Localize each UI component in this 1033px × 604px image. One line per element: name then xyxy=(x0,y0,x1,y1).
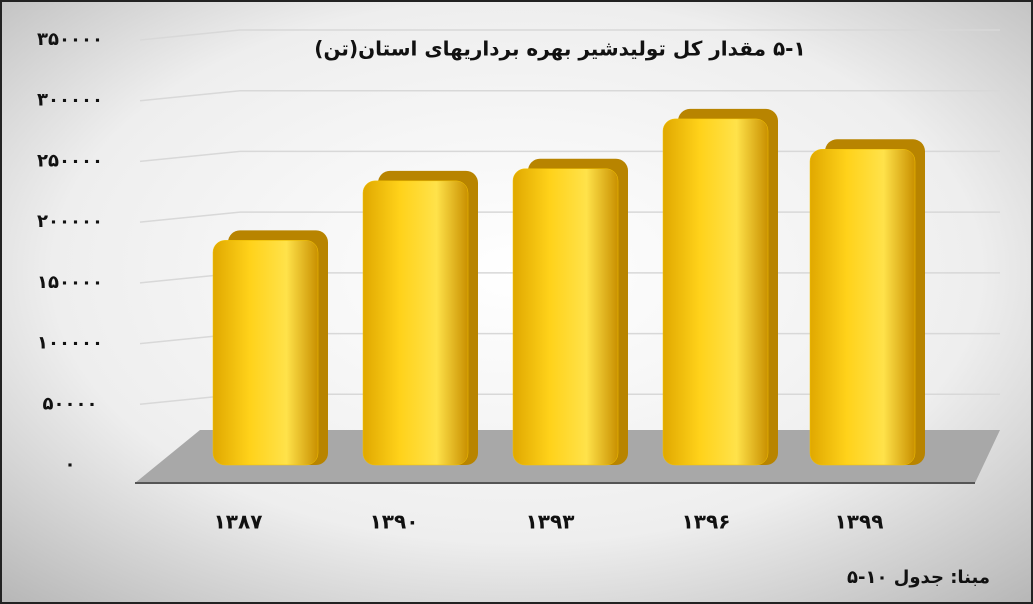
y-tick-label: ۲۰۰۰۰۰ xyxy=(37,211,103,232)
y-tick-label: ۱۰۰۰۰۰ xyxy=(37,333,103,354)
y-tick-label: ۳۰۰۰۰۰ xyxy=(37,90,103,111)
x-tick-label: ۱۳۹۰ xyxy=(370,510,419,534)
y-tick-label: ۵۰۰۰۰ xyxy=(43,393,98,414)
y-tick-label: ۱۵۰۰۰۰ xyxy=(37,272,103,293)
y-tick-label: ۳۵۰۰۰۰ xyxy=(37,29,103,50)
grid-line xyxy=(139,89,1000,102)
x-tick-label: ۱۳۹۹ xyxy=(835,510,884,534)
bar xyxy=(212,240,319,466)
x-tick-label: ۱۳۸۷ xyxy=(214,510,263,534)
source-note: مبنا: جدول ۱۰-۵ xyxy=(847,567,990,588)
y-tick-label: ۲۵۰۰۰۰ xyxy=(37,150,103,171)
bar xyxy=(512,168,619,466)
bar xyxy=(662,118,769,466)
x-tick-label: ۱۳۹۶ xyxy=(682,510,731,534)
x-tick-label: ۱۳۹۳ xyxy=(526,510,575,534)
bar xyxy=(362,180,469,466)
bar xyxy=(809,149,916,466)
y-tick-label: ۰ xyxy=(65,454,76,475)
grid-line xyxy=(139,29,1000,41)
chart-title: ۵-۱ مقدار کل تولیدشیر بهره برداریهای است… xyxy=(314,37,805,61)
